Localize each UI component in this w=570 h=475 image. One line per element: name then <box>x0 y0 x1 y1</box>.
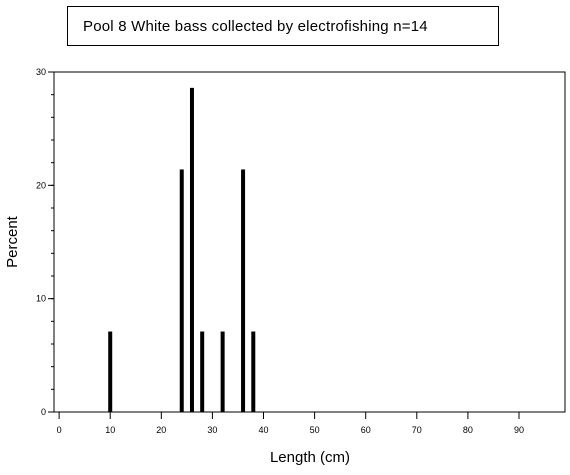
y-tick-label: 30 <box>36 67 46 77</box>
x-axis-label: Length (cm) <box>269 449 351 466</box>
y-tick-label: 20 <box>36 180 46 190</box>
x-tick-label: 20 <box>156 425 166 435</box>
plot-frame <box>53 71 566 413</box>
chart-title: Pool 8 White bass collected by electrofi… <box>83 17 428 35</box>
x-tick-label: 80 <box>463 425 473 435</box>
bar <box>220 331 225 412</box>
chart-title-box: Pool 8 White bass collected by electrofi… <box>67 6 499 46</box>
x-tick-label: 90 <box>514 425 524 435</box>
x-tick-label: 60 <box>361 425 371 435</box>
bar <box>108 331 113 412</box>
x-tick-label: 10 <box>105 425 115 435</box>
x-tick-label: 0 <box>57 425 62 435</box>
bar <box>200 331 205 412</box>
x-tick-label: 40 <box>259 425 269 435</box>
x-tick-label: 50 <box>310 425 320 435</box>
y-tick-label: 0 <box>41 407 46 417</box>
bar <box>189 87 194 412</box>
x-tick-label: 70 <box>412 425 422 435</box>
bar <box>179 169 184 412</box>
chart-axes: 0 10 20 30 40 50 60 70 80 90 0 10 20 30 <box>36 67 566 435</box>
x-tick-label: 30 <box>207 425 217 435</box>
y-tick-label: 10 <box>36 294 46 304</box>
y-axis-label: Percent <box>4 216 21 268</box>
chart-bars <box>108 87 256 412</box>
bar <box>251 331 256 412</box>
bar <box>241 169 246 412</box>
